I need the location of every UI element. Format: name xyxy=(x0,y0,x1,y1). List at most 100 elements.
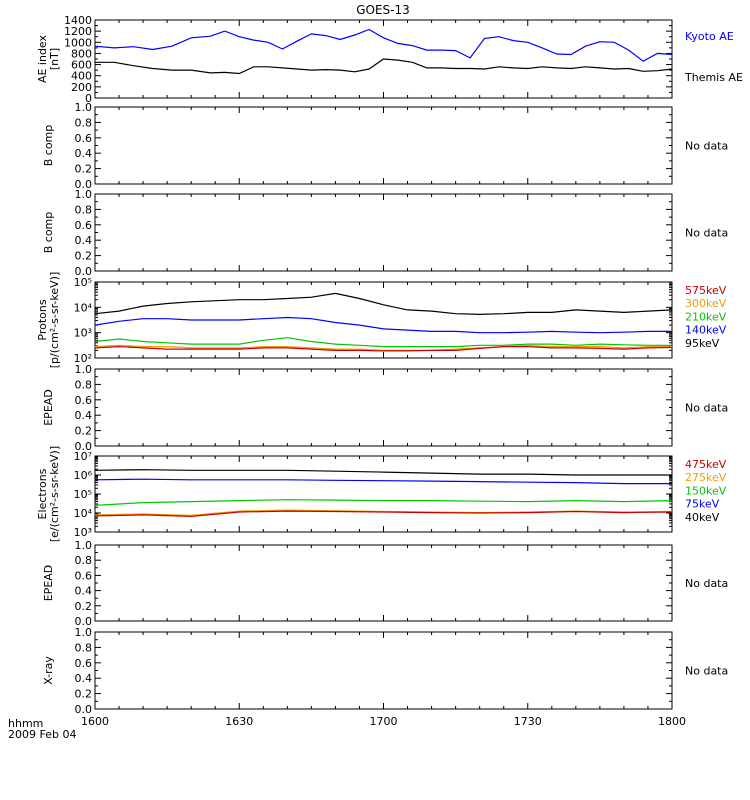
legend-entry: 140keV xyxy=(685,324,727,337)
legend-entry: 95keV xyxy=(685,337,720,350)
ytick-label: 0.4 xyxy=(75,147,93,160)
legend-entry: 475keV xyxy=(685,458,727,471)
ytick-label: 0.8 xyxy=(75,641,93,654)
series-line-210kev xyxy=(94,337,672,348)
yaxis-label: EPEAD xyxy=(42,389,55,426)
ytick-label: 0.6 xyxy=(75,657,93,670)
ytick-label: 400 xyxy=(71,70,92,83)
time-axis-label-date: 2009 Feb 04 xyxy=(8,728,76,741)
panel-note: No data xyxy=(685,140,728,153)
xtick-label: 1600 xyxy=(81,715,109,728)
ytick-label: 0.8 xyxy=(75,378,93,391)
ytick-label: 0.6 xyxy=(75,394,93,407)
ytick-label: 10³ xyxy=(74,526,92,539)
ytick-label: 10⁵ xyxy=(74,276,92,289)
ytick-label: 0.0 xyxy=(75,178,93,191)
ytick-label: 1400 xyxy=(64,14,92,27)
xtick-label: 1700 xyxy=(370,715,398,728)
ytick-label: 0.0 xyxy=(75,440,93,453)
ytick-label: 0.6 xyxy=(75,219,93,232)
panel-bcomp2: 0.0 0.2 0.4 0.6 0.8 1.0 B comp No data xyxy=(42,188,728,278)
ytick-label: 10⁷ xyxy=(74,450,92,463)
legend-entry: Themis AE xyxy=(684,71,743,84)
ytick-label: 200 xyxy=(71,81,92,94)
panel-note: No data xyxy=(685,227,728,240)
panel-frame xyxy=(94,544,673,622)
ytick-label: 1000 xyxy=(64,36,92,49)
ytick-label: 800 xyxy=(71,47,92,60)
ytick-label: 1.0 xyxy=(75,188,93,201)
yaxis-label: EPEAD xyxy=(42,565,55,602)
legend-entry: 150keV xyxy=(685,484,727,497)
series-line-150kev xyxy=(94,499,673,506)
yaxis-label: [nT] xyxy=(48,48,61,70)
series-line-575kev xyxy=(94,345,673,352)
ytick-label: 10³ xyxy=(74,327,92,340)
panel-frame xyxy=(94,455,673,533)
yaxis-label: X-ray xyxy=(42,656,55,685)
panel-epead1: 0.0 0.2 0.4 0.6 0.8 1.0 EPEAD No data xyxy=(42,363,728,453)
yaxis-label: AE index xyxy=(36,34,49,83)
ytick-label: 1200 xyxy=(64,25,92,38)
series-line-themis-ae xyxy=(95,58,673,75)
legend-entry: 275keV xyxy=(685,471,727,484)
yaxis-label: B comp xyxy=(42,125,55,167)
legend-entry: 40keV xyxy=(685,511,720,524)
yaxis-label: B comp xyxy=(42,212,55,254)
time-axis-label-units: hhmm xyxy=(8,717,43,730)
figure-title: GOES-13 xyxy=(356,3,410,17)
panel-frame xyxy=(94,368,673,447)
legend-entry: Kyoto AE xyxy=(685,30,734,43)
panel-note: No data xyxy=(685,665,728,678)
legend-entry: 300keV xyxy=(685,297,727,310)
yaxis-label: [p/(cm²-s-sr-keV)] xyxy=(48,272,61,369)
ytick-label: 0.2 xyxy=(75,163,93,176)
legend-entry: 75keV xyxy=(685,498,720,511)
panel-frame xyxy=(94,106,673,185)
ytick-label: 0.4 xyxy=(75,585,93,598)
ytick-label: 0.6 xyxy=(75,132,93,145)
ytick-label: 10⁴ xyxy=(74,507,93,520)
yaxis-label: Electrons xyxy=(36,468,49,519)
legend-entry: 210keV xyxy=(685,310,727,323)
ytick-label: 0.4 xyxy=(75,234,93,247)
ytick-label: 0.2 xyxy=(75,600,93,613)
ytick-label: 0.6 xyxy=(75,569,93,582)
series-line-75kev xyxy=(94,478,672,485)
panel-bcomp1: 0.0 0.2 0.4 0.6 0.8 1.0 B comp No data xyxy=(42,101,728,191)
series-line-kyoto-ae xyxy=(94,28,673,62)
ytick-label: 0.0 xyxy=(75,703,93,716)
panel-protons: 10² 10³ 10⁴ 10⁵ Protons [p/(cm²-s-sr-keV)] 575… xyxy=(36,272,727,369)
yaxis-label: Protons xyxy=(36,299,49,340)
ytick-label: 0 xyxy=(85,92,92,105)
ytick-label: 0.0 xyxy=(75,615,93,628)
ytick-label: 0.8 xyxy=(75,203,93,216)
series-line-140kev xyxy=(94,316,672,334)
yaxis-label: [e/(cm²-s-sr-keV)] xyxy=(48,446,61,542)
panel-note: No data xyxy=(685,402,728,415)
ytick-label: 0.2 xyxy=(75,688,93,701)
ytick-label: 10² xyxy=(74,352,92,365)
panel-xray: 0.0 0.2 0.4 0.6 0.8 1.0 X-ray No data xyxy=(42,626,728,716)
ytick-label: 10⁶ xyxy=(74,469,93,482)
ytick-label: 0.2 xyxy=(75,425,93,438)
ytick-label: 1.0 xyxy=(75,539,93,552)
xtick-label: 1730 xyxy=(514,715,542,728)
ytick-label: 10⁵ xyxy=(74,488,92,501)
ytick-label: 10⁴ xyxy=(74,301,93,314)
ytick-label: 0.4 xyxy=(75,409,93,422)
panel-frame xyxy=(94,631,673,710)
series-line-40kev xyxy=(94,469,672,476)
ytick-label: 1.0 xyxy=(75,626,93,639)
ytick-label: 0.8 xyxy=(75,116,93,129)
series-line-275kev xyxy=(94,509,673,516)
series-line-95kev xyxy=(94,292,673,316)
ytick-label: 0.0 xyxy=(75,265,93,278)
series-line-475kev xyxy=(94,510,673,518)
panel-epead2: 0.0 0.2 0.4 0.6 0.8 1.0 EPEAD No data xyxy=(42,539,728,628)
ytick-label: 0.4 xyxy=(75,672,93,685)
ytick-label: 0.2 xyxy=(75,250,93,263)
